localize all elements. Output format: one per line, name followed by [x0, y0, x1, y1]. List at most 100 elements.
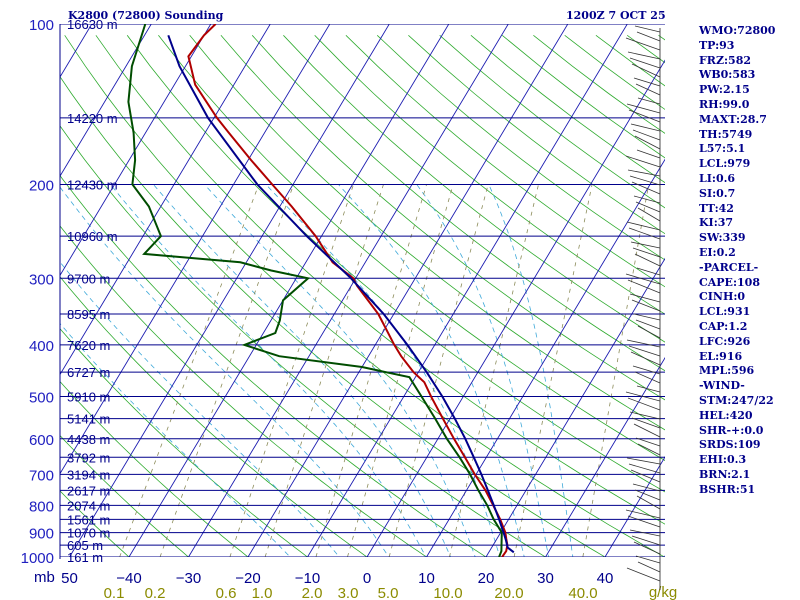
mixing-ratio-label: 20.0	[494, 585, 523, 600]
chart-title: K2800 (72800) Sounding	[68, 9, 224, 22]
isotherm	[60, 24, 212, 277]
stability-index-list: WMO:72800 TP:93 FRZ:582 WB0:583 PW:2.15 RH:99…	[699, 24, 799, 498]
wind-barb	[636, 267, 661, 276]
pressure-tick-label: 500	[29, 390, 54, 407]
dry-adiabat	[60, 328, 309, 557]
mixing-ratio-label: 2.0	[302, 585, 323, 600]
wind-barb	[628, 109, 661, 123]
wind-barb	[627, 515, 661, 528]
wind-barb	[632, 483, 661, 492]
wind-barb	[629, 57, 661, 69]
height-label: 2074 m	[67, 498, 110, 513]
wind-barb	[636, 385, 661, 393]
mixing-ratio-line	[119, 184, 260, 557]
index-item: SHR-+:0.0	[699, 423, 764, 437]
height-label: 1561 m	[67, 512, 110, 527]
index-item: MAXT:28.7	[699, 112, 767, 126]
dry-adiabat	[60, 380, 249, 557]
temperature-tick-label: 0	[363, 570, 371, 587]
dry-adiabat	[60, 174, 487, 557]
y-unit-label: mb	[34, 569, 55, 586]
index-item: HEL:420	[699, 408, 753, 422]
wind-barb	[629, 293, 661, 303]
wind-barb	[630, 351, 661, 366]
wind-barb	[635, 555, 661, 564]
height-label: 3194 m	[67, 467, 110, 482]
mixing-ratio-line	[264, 184, 384, 557]
isotherm	[60, 24, 152, 178]
index-item: EI:0.2	[699, 245, 736, 259]
wind-barb	[626, 103, 661, 114]
wind-barb	[633, 313, 661, 321]
temperature-tick-label: 10	[418, 570, 435, 587]
wind-barb	[625, 391, 661, 402]
index-item: BRN:2.1	[699, 467, 751, 481]
dry-adiabat	[60, 434, 190, 557]
pressure-tick-label: 400	[29, 338, 54, 355]
index-item: FRZ:582	[699, 53, 752, 67]
temperature-tick-label: 50	[61, 570, 78, 587]
index-item: LCL:979	[699, 157, 751, 171]
wind-barb	[626, 221, 661, 231]
moist-adiabat	[60, 322, 291, 557]
mixing-ratio-label: 0.6	[216, 585, 237, 600]
wind-barb	[634, 135, 661, 150]
wind-barb	[625, 273, 661, 285]
wind-barb	[628, 463, 661, 474]
pressure-tick-label: 200	[29, 177, 54, 194]
pressure-tick-label: 600	[29, 432, 54, 449]
height-label: 1070 m	[67, 526, 110, 541]
height-label: 2617 m	[67, 483, 110, 498]
mixing-ratio-line	[582, 184, 650, 557]
moist-adiabat	[153, 184, 452, 557]
index-item: RH:99.0	[699, 97, 750, 111]
wind-barb	[637, 207, 661, 222]
mixing-ratio-line	[347, 184, 454, 557]
temperature-tick-label: −20	[235, 570, 260, 587]
mixing-ratio-label: 0.2	[145, 585, 166, 600]
wind-barb	[633, 77, 661, 87]
index-item: KI:37	[699, 216, 734, 230]
height-label: 7620 m	[67, 338, 110, 353]
mixing-ratio-line	[449, 184, 539, 557]
height-label: 5141 m	[67, 412, 110, 427]
wind-barb	[635, 201, 661, 213]
wind-barb-column	[625, 25, 661, 590]
dry-adiabat	[60, 490, 130, 557]
mixing-ratio-label: 40.0	[568, 585, 597, 600]
height-label: 10960 m	[67, 229, 118, 244]
wind-barb	[636, 31, 661, 42]
height-label: 9700 m	[67, 271, 110, 286]
wind-barb	[626, 567, 661, 582]
mixing-ratio-label: 5.0	[378, 585, 399, 600]
moist-adiabat	[338, 184, 525, 557]
height-label: 16630 m	[67, 17, 118, 32]
wind-barb	[635, 319, 661, 330]
wind-barb	[625, 155, 661, 168]
pressure-tick-label: 700	[29, 467, 54, 484]
height-label: 12430 m	[67, 177, 118, 192]
mixing-ratio-label: 3.0	[338, 585, 359, 600]
wind-barb	[634, 25, 661, 33]
wind-barb	[625, 37, 661, 51]
pressure-tick-label: 1000	[21, 550, 54, 567]
isotherm	[545, 356, 665, 557]
height-label: 4438 m	[67, 432, 110, 447]
index-item: LCL:931	[699, 305, 751, 319]
wind-barb	[629, 175, 661, 186]
index-item: EL:916	[699, 349, 743, 363]
wind-barb	[630, 123, 661, 132]
wind-barb	[632, 247, 661, 258]
dry-adiabat	[95, 35, 665, 525]
index-item: CAP:1.2	[699, 319, 748, 333]
wind-barb	[632, 365, 661, 375]
index-item: TT:42	[699, 201, 734, 215]
height-label: 161 m	[67, 550, 103, 565]
mixing-ratio-line	[159, 184, 294, 557]
wind-barb	[625, 509, 661, 519]
dry-adiabat	[220, 35, 665, 401]
wind-barb	[634, 371, 661, 384]
wind-barb	[628, 345, 661, 357]
moist-adiabat	[265, 184, 501, 557]
